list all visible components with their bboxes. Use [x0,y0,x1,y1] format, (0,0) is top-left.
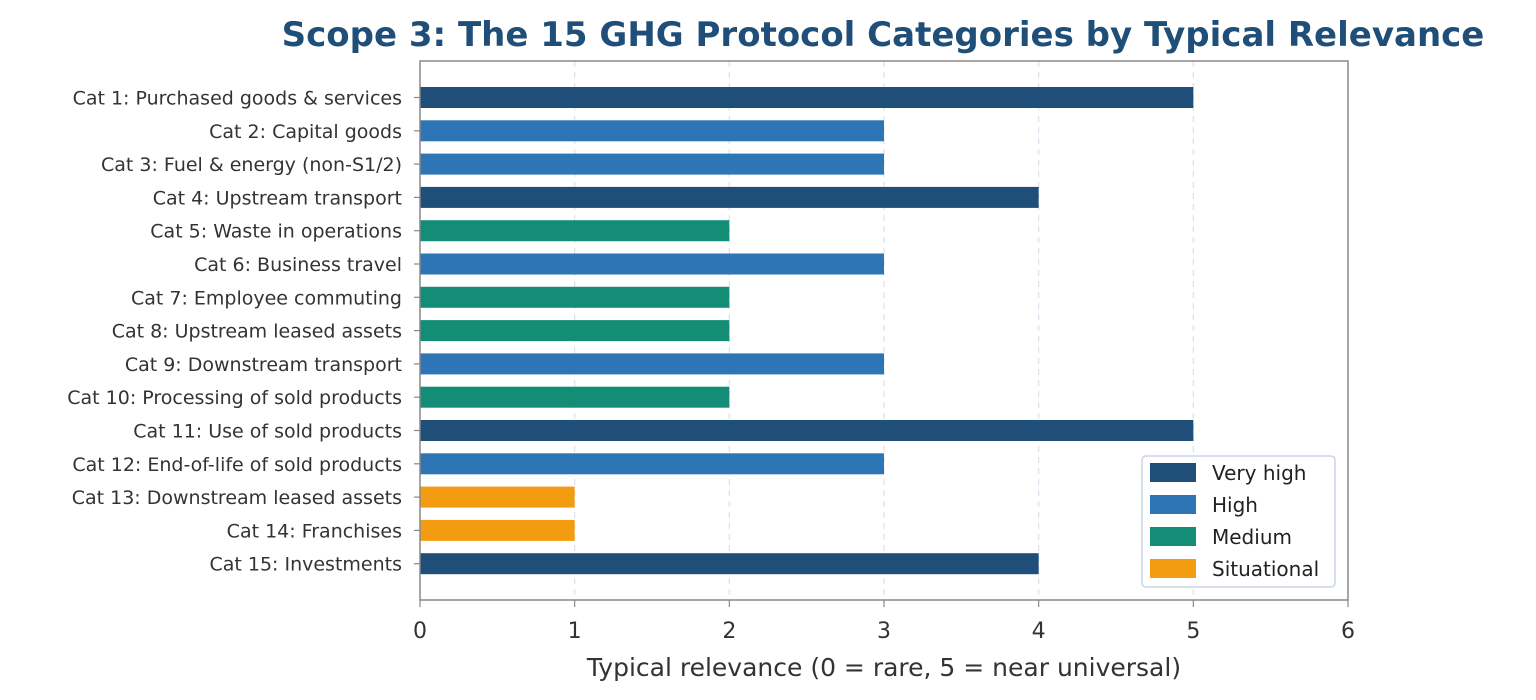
bar [420,220,730,242]
category-label: Cat 13: Downstream leased assets [72,487,402,509]
x-tick-label: 2 [722,619,736,644]
legend-swatch [1150,559,1196,578]
legend-label: Situational [1212,557,1319,581]
bar [420,553,1039,575]
x-tick-label: 5 [1186,619,1200,644]
bar [420,453,884,475]
legend-swatch [1150,527,1196,546]
category-label: Cat 9: Downstream transport [125,354,402,376]
x-tick-label: 1 [568,619,582,644]
bar [420,519,575,541]
legend-label: Very high [1212,461,1306,485]
category-label: Cat 15: Investments [209,554,402,576]
legend-box [1141,455,1336,588]
bar [420,87,1194,108]
bar [420,386,730,408]
category-label: Cat 3: Fuel & energy (non-S1/2) [101,154,402,176]
category-label: Cat 14: Franchises [227,520,402,542]
legend: Very high High Medium Situational [1141,455,1336,588]
x-tick-label: 3 [877,619,891,644]
category-label: Cat 2: Capital goods [209,121,402,143]
bar [420,486,575,508]
category-label: Cat 5: Waste in operations [150,221,402,243]
x-axis-title: Typical relevance (0 = rare, 5 = near un… [586,653,1181,682]
bar [420,320,730,342]
category-label: Cat 6: Business travel [194,254,402,276]
category-label: Cat 11: Use of sold products [133,421,402,443]
category-label: Cat 8: Upstream leased assets [112,321,402,343]
bar [420,253,884,275]
bar [420,420,1194,441]
bar [420,153,884,175]
category-label: Cat 4: Upstream transport [153,187,402,209]
category-label: Cat 1: Purchased goods & services [73,88,402,110]
bar [420,353,884,375]
y-tick-labels: Cat 1: Purchased goods & services Cat 2: … [67,88,420,576]
bars [420,87,1194,575]
category-label: Cat 10: Processing of sold products [67,387,402,409]
bar [420,286,730,308]
x-tick-label: 6 [1341,619,1355,644]
chart-title: Scope 3: The 15 GHG Protocol Categories … [282,15,1485,55]
bar [420,120,884,142]
legend-swatch [1150,463,1196,482]
x-tick-label: 0 [413,619,427,644]
x-tick-label: 4 [1032,619,1046,644]
category-label: Cat 7: Employee commuting [131,287,402,309]
legend-label: High [1212,493,1258,517]
x-tick-labels: 0 1 2 3 4 5 6 [413,600,1355,644]
legend-swatch [1150,495,1196,514]
legend-label: Medium [1212,525,1292,549]
category-label: Cat 12: End-of-life of sold products [72,454,402,476]
bar [420,186,1039,208]
